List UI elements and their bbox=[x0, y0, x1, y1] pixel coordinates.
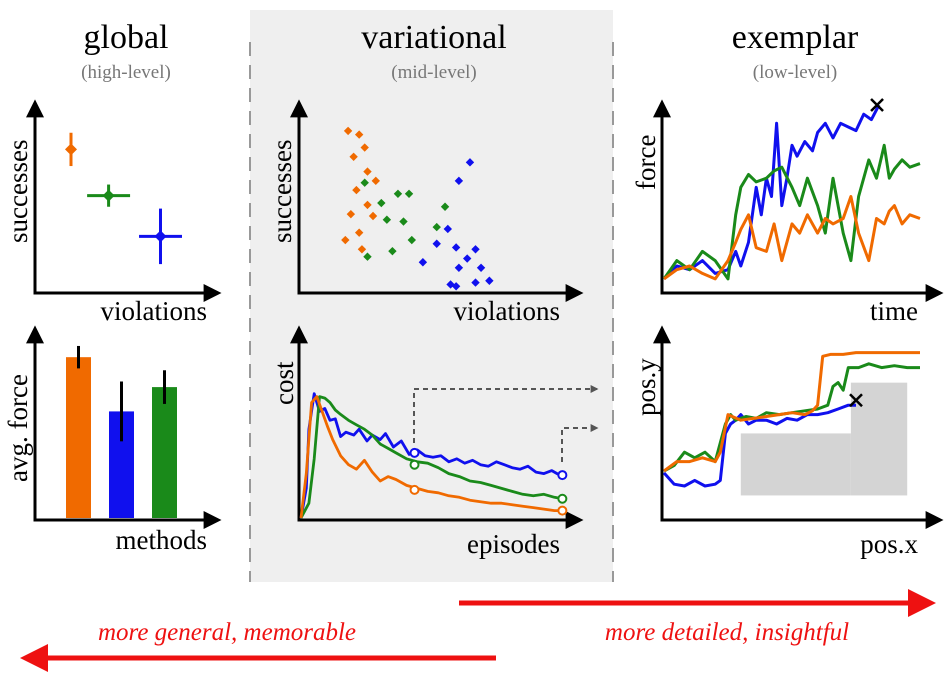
point-blue bbox=[154, 230, 167, 243]
detail-arrow-right bbox=[459, 589, 936, 617]
v-scatter-axes bbox=[290, 99, 584, 302]
e-force-xlabel: time bbox=[870, 296, 918, 326]
point-blue-4 bbox=[463, 254, 472, 263]
line-green bbox=[299, 395, 563, 519]
g-bar-ylabel: avg. force bbox=[3, 374, 33, 482]
global-bar-marks bbox=[66, 345, 177, 518]
g-scatter-xlabel: violations bbox=[101, 296, 208, 326]
point-orange-8 bbox=[346, 209, 356, 219]
exemplar-subtitle: (low-level) bbox=[753, 62, 837, 83]
global-subtitle: (high-level) bbox=[81, 62, 171, 83]
point-blue-5 bbox=[471, 245, 480, 254]
e-pos-axes bbox=[653, 325, 944, 529]
v-line-xlabel: episodes bbox=[467, 529, 560, 559]
point-orange-12 bbox=[357, 245, 367, 254]
point-green-4 bbox=[382, 215, 392, 224]
obstacle-0 bbox=[740, 433, 851, 496]
snapshot-marker-5 bbox=[557, 505, 568, 516]
exemplar-pos-marks bbox=[662, 351, 920, 496]
point-orange-7 bbox=[363, 200, 372, 210]
point-orange-2 bbox=[360, 143, 369, 152]
caption-general: more general, memorable bbox=[98, 619, 356, 646]
point-orange-6 bbox=[352, 185, 361, 195]
line-orange bbox=[299, 395, 563, 519]
e-force-axes bbox=[653, 99, 944, 302]
snapshot-marker-2 bbox=[409, 484, 420, 495]
point-green-1 bbox=[377, 198, 386, 208]
point-blue-2 bbox=[443, 224, 453, 234]
line-blue bbox=[662, 104, 881, 280]
variational-subtitle: (mid-level) bbox=[391, 62, 476, 83]
v-scatter-ylabel: successes bbox=[267, 140, 297, 243]
point-blue-8 bbox=[454, 263, 464, 272]
point-orange-3 bbox=[349, 152, 358, 161]
global-title: global bbox=[84, 19, 169, 56]
point-green-9 bbox=[440, 202, 450, 211]
point-blue-9 bbox=[476, 263, 486, 272]
point-green-8 bbox=[388, 246, 397, 256]
point-orange-10 bbox=[354, 228, 364, 237]
general-arrow-left bbox=[20, 644, 496, 672]
point-blue-13 bbox=[446, 280, 455, 289]
point-orange bbox=[65, 143, 78, 156]
bar-orange bbox=[66, 357, 91, 518]
point-blue-1 bbox=[454, 176, 464, 186]
snapshot-marker-4 bbox=[557, 493, 568, 504]
point-green-7 bbox=[363, 252, 372, 261]
axes-lines bbox=[26, 99, 944, 529]
point-orange-9 bbox=[368, 211, 378, 221]
point-orange-11 bbox=[341, 235, 350, 245]
exemplar-title: exemplar bbox=[732, 19, 859, 56]
snapshot-marker-3 bbox=[557, 470, 568, 481]
line-green bbox=[662, 143, 921, 281]
callout-arrow-1 bbox=[413, 385, 599, 443]
point-orange-1 bbox=[354, 130, 364, 139]
g-bar-xlabel: methods bbox=[116, 525, 208, 555]
snapshot-marker-1 bbox=[409, 459, 420, 470]
global-scatter-marks bbox=[65, 132, 182, 265]
obstacle-1 bbox=[850, 382, 908, 496]
end-marker-icon bbox=[849, 393, 863, 408]
point-orange-0 bbox=[343, 126, 353, 136]
point-green-10 bbox=[432, 222, 441, 232]
g-scatter-ylabel: successes bbox=[3, 140, 33, 243]
point-green-6 bbox=[407, 235, 416, 245]
point-green bbox=[102, 189, 115, 202]
e-pos-ylabel: pos.y bbox=[631, 358, 661, 416]
variational-title: variational bbox=[361, 19, 506, 56]
point-orange-5 bbox=[371, 176, 380, 186]
variational-line-marks bbox=[299, 392, 568, 519]
point-blue-10 bbox=[485, 276, 494, 285]
point-green-3 bbox=[404, 189, 414, 198]
line-orange bbox=[663, 195, 921, 281]
line-orange bbox=[663, 351, 920, 473]
variational-scatter-marks bbox=[341, 126, 494, 291]
e-force-ylabel: force bbox=[631, 135, 661, 190]
v-line-axes bbox=[290, 325, 584, 529]
caption-detailed: more detailed, insightful bbox=[605, 619, 849, 646]
point-blue-7 bbox=[418, 258, 428, 267]
point-blue-11 bbox=[471, 278, 480, 287]
v-line-ylabel: cost bbox=[269, 361, 299, 405]
exemplar-force-marks bbox=[662, 98, 921, 281]
g-scatter-axes bbox=[26, 99, 222, 302]
end-marker-icon bbox=[870, 98, 884, 112]
point-green-5 bbox=[399, 217, 408, 226]
bar-green bbox=[152, 387, 177, 518]
point-blue-0 bbox=[465, 158, 475, 167]
g-bar-axes bbox=[26, 325, 222, 529]
callout-arrow-2 bbox=[561, 424, 599, 462]
point-green-0 bbox=[360, 178, 369, 187]
point-green-2 bbox=[393, 189, 403, 198]
line-blue bbox=[662, 403, 856, 488]
v-scatter-xlabel: violations bbox=[454, 296, 561, 326]
e-pos-xlabel: pos.x bbox=[860, 529, 918, 559]
point-blue-6 bbox=[432, 239, 441, 248]
point-blue-3 bbox=[451, 243, 461, 252]
snapshot-marker-0 bbox=[409, 447, 420, 458]
point-orange-4 bbox=[363, 167, 372, 176]
